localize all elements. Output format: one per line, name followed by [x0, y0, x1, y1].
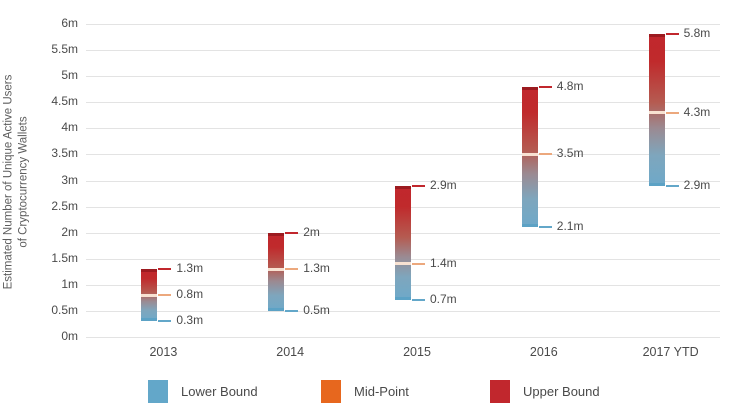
mid-point-line — [521, 152, 538, 156]
upper-bound-tick — [538, 85, 552, 88]
lower-bound-value-label: 0.3m — [176, 313, 204, 328]
upper-bound-cap — [648, 34, 665, 38]
upper-bound-tick — [665, 33, 679, 36]
lower-bound-cap — [268, 307, 285, 311]
y-tick-label: 5m — [61, 68, 78, 83]
mid-point-line — [268, 267, 285, 271]
upper-bound-value-label: 2m — [303, 224, 320, 239]
x-axis-label-2017-ytd: 2017 YTD — [642, 345, 699, 359]
upper-bound-cap — [268, 232, 285, 236]
y-tick-label: 4m — [61, 120, 78, 135]
y-gridline — [86, 128, 720, 130]
y-tick-label: 6m — [61, 16, 78, 30]
mid-point-line — [648, 111, 665, 115]
y-tick-label: 1.5m — [51, 250, 78, 265]
lower-bound-cap — [648, 182, 665, 186]
lower-bound-cap — [521, 224, 538, 228]
lower-bound-cap — [141, 318, 158, 322]
legend-label-upper-bound: Upper Bound — [523, 384, 600, 399]
y-gridline — [86, 180, 720, 182]
y-gridline — [86, 76, 720, 78]
mid-point-value-label: 3.5m — [556, 146, 584, 161]
mid-point-line — [395, 262, 411, 266]
y-tick-label: 0.5m — [51, 302, 78, 317]
y-axis-title-line1: Estimated Number of Unique Active Users — [2, 74, 15, 290]
lower-bound-tick — [665, 184, 679, 187]
mid-point-value-label: 4.3m — [683, 104, 711, 119]
y-tick-label: 2m — [61, 224, 78, 239]
y-tick-label: 5.5m — [51, 42, 78, 57]
y-gridline — [86, 50, 720, 52]
upper-bound-cap — [395, 185, 411, 189]
upper-bound-value-label: 1.3m — [176, 261, 204, 276]
legend-item-mid-point: Mid-Point — [321, 380, 409, 403]
y-gridline — [86, 337, 720, 338]
legend-label-lower-bound: Lower Bound — [181, 384, 258, 399]
upper-bound-tick — [158, 268, 172, 271]
mid-point-tick — [538, 153, 552, 156]
mid-point-value-label: 1.4m — [430, 255, 457, 270]
mid-point-tick — [158, 294, 172, 297]
upper-bound-tick — [285, 231, 299, 234]
y-gridline — [86, 154, 720, 156]
upper-bound-cap — [141, 269, 158, 273]
upper-bound-cap — [521, 86, 538, 90]
y-tick-label: 4.5m — [51, 94, 78, 109]
y-gridline — [86, 310, 720, 312]
y-gridline — [86, 102, 720, 104]
lower-bound-value-label: 2.1m — [556, 219, 584, 234]
lower-bound-tick — [285, 309, 299, 312]
y-tick-label: 2.5m — [51, 198, 78, 213]
legend-item-upper-bound: Upper Bound — [490, 380, 600, 403]
upper-bound-value-label: 2.9m — [430, 177, 457, 192]
mid-point-tick — [412, 262, 425, 265]
x-axis-label-2013: 2013 — [149, 345, 178, 359]
range-bar-2017-ytd — [648, 34, 665, 186]
range-bar-2013 — [141, 269, 158, 322]
legend-swatch-upper-bound — [490, 380, 510, 403]
mid-point-tick — [285, 268, 299, 271]
upper-bound-tick — [412, 184, 425, 187]
range-bar-2016 — [521, 86, 538, 228]
mid-point-value-label: 0.8m — [176, 287, 204, 302]
lower-bound-tick — [538, 226, 552, 229]
legend-item-lower-bound: Lower Bound — [148, 380, 258, 403]
upper-bound-value-label: 4.8m — [556, 78, 584, 93]
legend-label-mid-point: Mid-Point — [354, 384, 409, 399]
lower-bound-value-label: 2.9m — [683, 177, 711, 192]
lower-bound-cap — [395, 297, 411, 301]
range-bar-2015 — [395, 185, 411, 301]
lower-bound-tick — [158, 320, 172, 323]
x-axis-label-2014: 2014 — [276, 345, 305, 359]
range-bar-2014 — [268, 232, 285, 311]
lower-bound-value-label: 0.5m — [303, 302, 330, 317]
mid-point-value-label: 1.3m — [303, 261, 330, 276]
legend-swatch-mid-point — [321, 380, 341, 403]
legend-swatch-lower-bound — [148, 380, 168, 403]
y-gridline — [86, 24, 720, 25]
y-tick-label: 3m — [61, 172, 78, 187]
x-axis-label-2016: 2016 — [529, 345, 558, 359]
lower-bound-value-label: 0.7m — [430, 292, 457, 307]
mid-point-line — [141, 293, 158, 297]
x-axis-label-2015: 2015 — [403, 345, 431, 359]
y-tick-label: 0m — [61, 329, 78, 343]
y-tick-label: 1m — [61, 276, 78, 291]
mid-point-tick — [665, 111, 679, 114]
upper-bound-value-label: 5.8m — [683, 26, 711, 41]
y-tick-label: 3.5m — [51, 146, 78, 161]
lower-bound-tick — [412, 299, 425, 302]
